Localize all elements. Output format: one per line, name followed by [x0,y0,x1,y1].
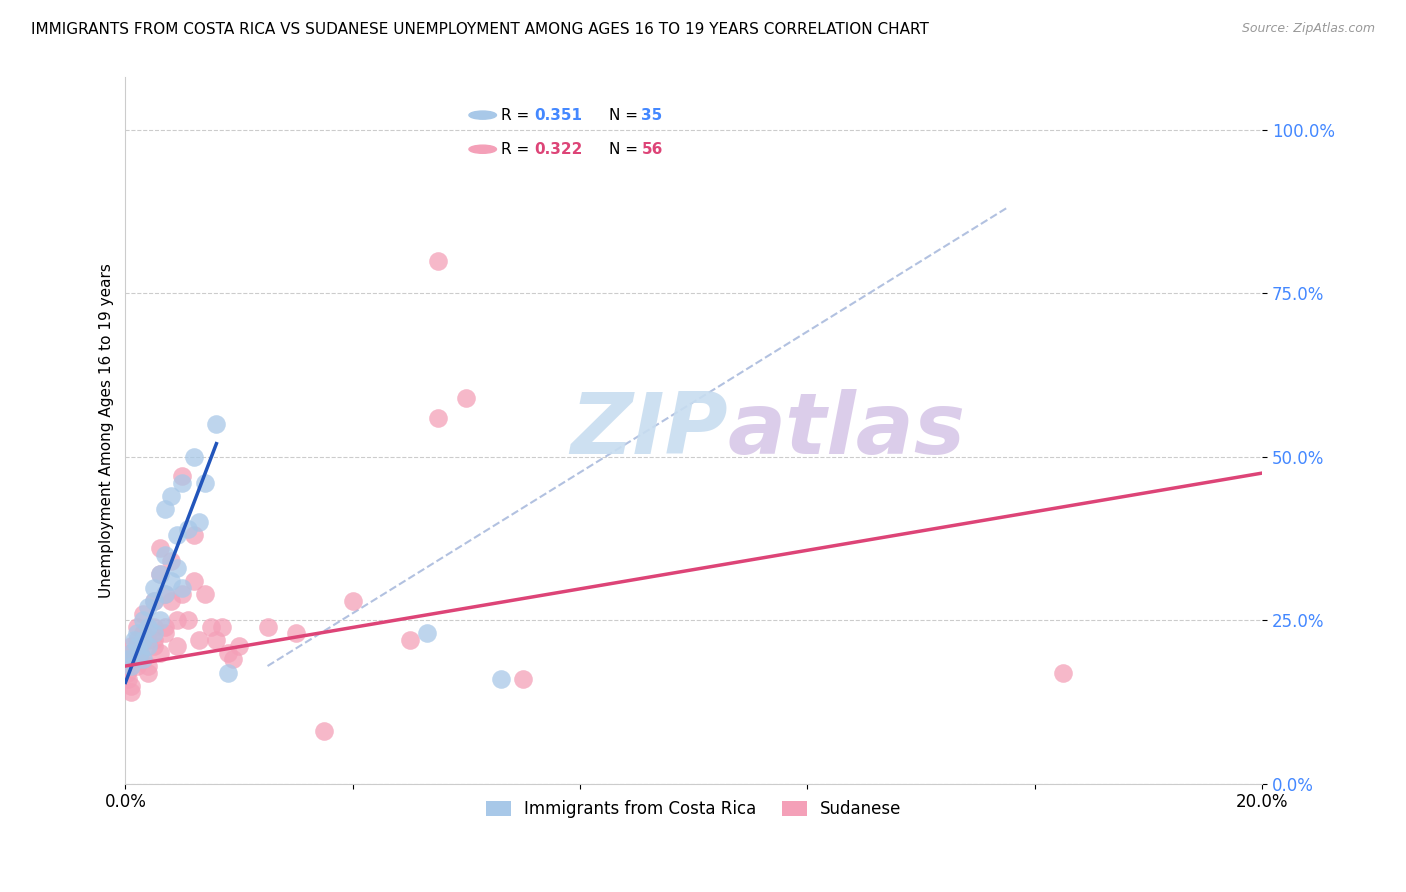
Point [160,489,183,503]
Point [136,600,159,615]
Point [120,640,142,654]
Point [177,613,200,627]
Point [117,652,139,666]
Point [172,581,194,595]
Point [1052,665,1074,680]
Text: IMMIGRANTS FROM COSTA RICA VS SUDANESE UNEMPLOYMENT AMONG AGES 16 TO 19 YEARS CO: IMMIGRANTS FROM COSTA RICA VS SUDANESE U… [31,22,929,37]
Point [177,522,200,536]
Point [415,626,437,640]
Point [148,567,170,582]
Legend: Immigrants from Costa Rica, Sudanese: Immigrants from Costa Rica, Sudanese [479,794,908,825]
Point [148,646,170,660]
Y-axis label: Unemployment Among Ages 16 to 19 years: Unemployment Among Ages 16 to 19 years [100,263,114,598]
Point [200,620,222,634]
Point [172,587,194,601]
Point [314,724,336,739]
Point [183,450,205,464]
Text: ZIP: ZIP [571,389,728,472]
Point [489,672,512,686]
Point [211,620,233,634]
Point [122,652,145,666]
Point [131,652,153,666]
Point [217,646,239,660]
Point [136,659,159,673]
Point [131,613,153,627]
Point [136,640,159,654]
Point [155,587,177,601]
Point [120,646,142,660]
Point [136,620,159,634]
Point [142,593,165,607]
Point [122,632,145,647]
Point [183,574,205,588]
Point [166,640,188,654]
Point [155,502,177,516]
Point [148,541,170,556]
Point [131,626,153,640]
Point [188,632,211,647]
Point [256,620,278,634]
Point [142,581,165,595]
Point [172,469,194,483]
Point [142,620,165,634]
Point [342,593,364,607]
Point [188,515,211,529]
Point [166,528,188,542]
Point [136,665,159,680]
Point [131,632,153,647]
Point [512,672,534,686]
Point [128,646,150,660]
Point [142,632,165,647]
Point [136,632,159,647]
Point [125,626,148,640]
Point [194,587,217,601]
Point [155,620,177,634]
Point [125,659,148,673]
Point [183,528,205,542]
Point [166,613,188,627]
Point [222,652,245,666]
Point [117,672,139,686]
Point [120,652,142,666]
Point [155,548,177,562]
Point [228,640,250,654]
Point [284,626,307,640]
Point [120,659,142,673]
Point [125,640,148,654]
Text: Source: ZipAtlas.com: Source: ZipAtlas.com [1241,22,1375,36]
Point [128,646,150,660]
Point [427,410,450,425]
Point [160,574,183,588]
Point [398,632,420,647]
Point [115,665,138,680]
Point [155,587,177,601]
Point [217,665,239,680]
Point [172,475,194,490]
Point [142,640,165,654]
Point [120,646,142,660]
Point [142,593,165,607]
Point [194,475,217,490]
Point [125,632,148,647]
Point [148,567,170,582]
Point [160,554,183,568]
Point [456,391,478,405]
Text: atlas: atlas [728,389,966,472]
Point [148,613,170,627]
Point [142,626,165,640]
Point [155,626,177,640]
Point [166,561,188,575]
Point [131,607,153,621]
Point [160,593,183,607]
Point [125,620,148,634]
Point [120,659,142,673]
Point [427,253,450,268]
Point [120,679,142,693]
Point [120,685,142,699]
Point [131,652,153,666]
Point [205,632,228,647]
Point [205,417,228,431]
